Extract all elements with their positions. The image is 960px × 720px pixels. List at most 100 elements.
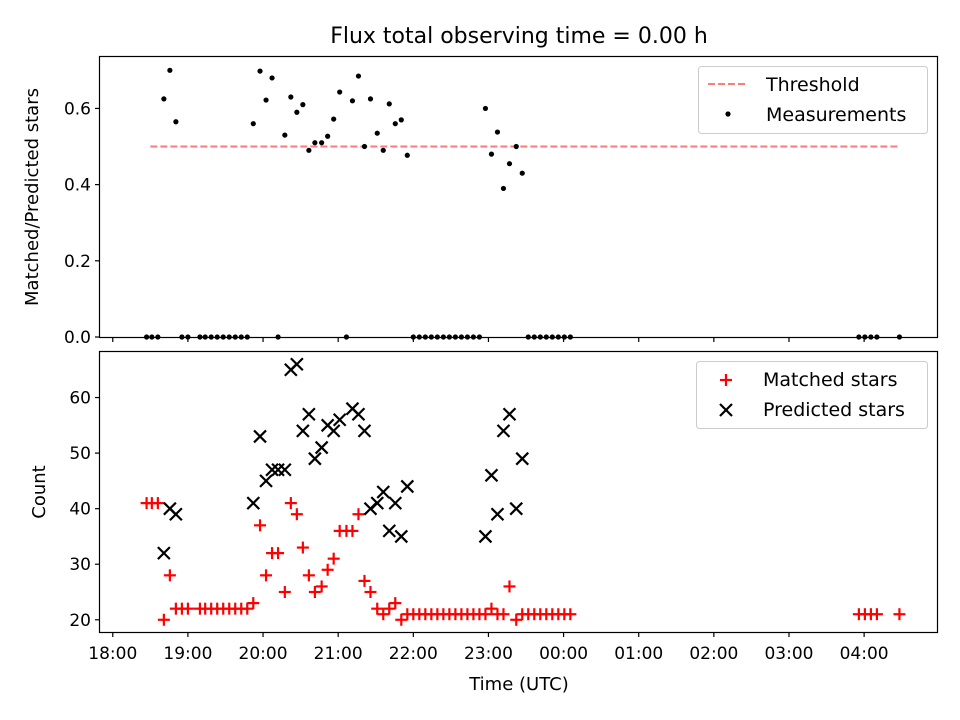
measurement-point — [312, 140, 318, 146]
predicted-star-point — [376, 485, 391, 499]
measurement-point — [288, 94, 294, 100]
matched-star-point — [308, 586, 321, 598]
predicted-star-point — [394, 529, 409, 544]
matched-star-point — [290, 508, 303, 521]
measurement-point — [506, 161, 513, 167]
bottom-y-axis-label: Count — [29, 465, 50, 518]
predicted-star-point — [157, 546, 171, 560]
legend-matched-label: Matched stars — [763, 369, 897, 391]
predicted-star-point — [265, 462, 279, 477]
predicted-star-point — [502, 407, 517, 422]
matched-star-point — [296, 541, 309, 554]
legend-threshold-label: Threshold — [765, 74, 860, 96]
top-axes-frame — [98, 55, 939, 339]
matched-star-point — [371, 602, 384, 615]
predicted-star-point — [496, 424, 511, 438]
measurement-point — [519, 170, 525, 176]
predicted-star-point — [246, 496, 261, 510]
predicted-star-point — [515, 451, 530, 466]
matched-star-point — [284, 497, 297, 510]
matched-star-point — [302, 569, 315, 582]
predicted-star-point — [509, 501, 524, 516]
predicted-star-point — [278, 462, 292, 477]
measurement-point — [325, 133, 331, 139]
top-panel: 0.0 0.2 0.4 0.6 Matched/Predicted stars Thr… — [22, 55, 939, 348]
x-tick-label: 18:00 — [88, 644, 137, 664]
x-tick-label: 04:00 — [840, 644, 889, 664]
x-tick-label: 02:00 — [689, 644, 738, 664]
matched-star-point — [383, 602, 396, 615]
predicted-star-point — [370, 496, 385, 510]
matched-star-point — [181, 602, 194, 615]
measurement-point — [282, 132, 288, 138]
matched-star-point — [510, 613, 523, 626]
matched-star-point — [346, 524, 359, 537]
matched-star-point — [389, 597, 402, 610]
top-y-axis-label: Matched/Predicted stars — [22, 88, 43, 306]
x-tick-label: 23:00 — [464, 644, 513, 664]
measurement-point — [488, 151, 495, 157]
matched-star-point — [254, 519, 267, 532]
predicted-star-point — [484, 468, 499, 483]
predicted-stars-layer — [157, 357, 530, 560]
predicted-star-point — [382, 524, 397, 538]
matched-star-point — [479, 608, 492, 621]
matched-star-point — [497, 608, 510, 621]
x-axis-label: Time (UTC) — [468, 674, 569, 695]
x-tick-label: 22:00 — [389, 644, 438, 664]
matched-star-point — [564, 608, 577, 621]
y-tick-label: 50 — [69, 444, 91, 464]
matched-star-point — [358, 574, 371, 587]
legend-predicted-swatch — [719, 403, 733, 417]
measurement-point — [482, 105, 489, 112]
predicted-star-point — [478, 529, 493, 544]
predicted-star-point — [332, 412, 347, 427]
matched-star-point — [272, 547, 285, 560]
y-tick-label: 0.0 — [64, 328, 91, 348]
matched-star-point — [157, 613, 170, 626]
measurement-point — [386, 101, 392, 107]
matched-star-point — [260, 569, 273, 582]
matched-star-point — [364, 586, 377, 598]
measurement-point — [337, 89, 343, 95]
measurement-point — [263, 97, 269, 103]
matched-star-point — [377, 608, 390, 621]
y-tick-label: 0.6 — [64, 99, 91, 119]
measurement-point — [306, 147, 312, 153]
measurement-point — [355, 73, 362, 79]
matched-star-point — [503, 580, 516, 593]
matched-stars-layer — [140, 497, 906, 626]
matched-star-point — [352, 508, 365, 521]
y-tick-label: 60 — [69, 389, 91, 409]
measurement-point — [494, 129, 501, 135]
matched-star-point — [315, 580, 328, 593]
x-tick-label: 21:00 — [314, 644, 363, 664]
measurement-point — [374, 130, 380, 136]
x-tick-label: 01:00 — [614, 644, 663, 664]
measurement-point — [269, 75, 275, 81]
bottom-legend: Matched stars Predicted stars — [696, 361, 928, 429]
matched-star-point — [870, 608, 883, 621]
predicted-star-point — [400, 479, 415, 494]
measurement-point — [404, 152, 410, 158]
x-tick-label: 00:00 — [539, 644, 588, 664]
bottom-legend-box — [696, 361, 928, 429]
y-tick-label: 20 — [69, 611, 91, 631]
y-tick-label: 0.2 — [64, 252, 91, 272]
top-legend-box — [698, 66, 928, 134]
measurement-point — [513, 143, 519, 150]
measurement-point — [380, 147, 386, 153]
matched-star-point — [241, 602, 254, 615]
matched-star-point — [151, 497, 164, 510]
measurement-point — [167, 67, 173, 73]
measurement-point — [500, 185, 507, 192]
bottom-x-ticks: 18:00 19:00 20:00 21:00 22:00 23:00 00:00 01:00… — [88, 632, 889, 664]
y-tick-label: 30 — [69, 555, 91, 575]
matched-star-point — [395, 613, 408, 626]
matched-star-point — [893, 608, 906, 621]
measurement-point — [319, 140, 325, 146]
x-tick-label: 03:00 — [764, 644, 813, 664]
matched-star-point — [163, 569, 176, 582]
predicted-star-point — [253, 429, 267, 444]
